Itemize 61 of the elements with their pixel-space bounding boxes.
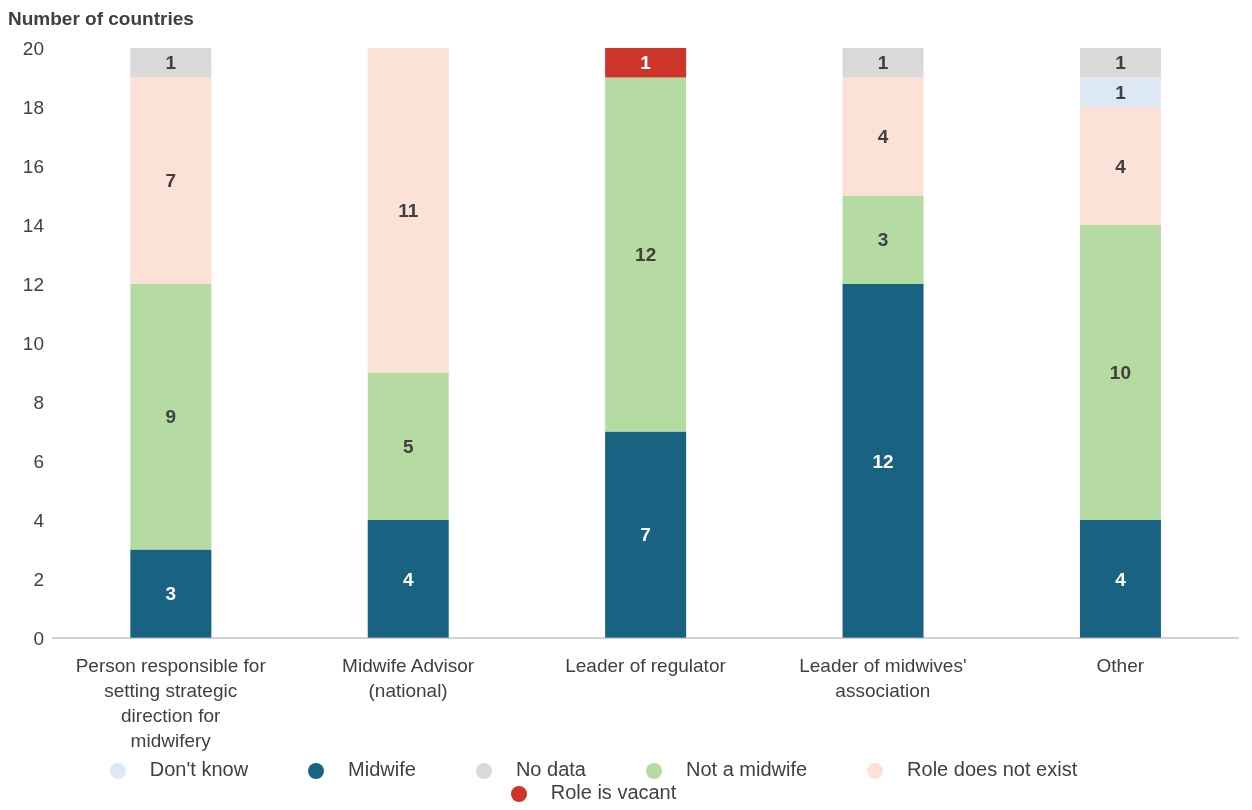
x-tick-label: Other bbox=[1096, 655, 1145, 676]
bar bbox=[842, 284, 924, 638]
x-tick-label: Person responsible for setting strategic direction for midwifery bbox=[75, 655, 267, 751]
bar bbox=[1079, 225, 1161, 520]
bar bbox=[605, 77, 687, 432]
bar bbox=[605, 48, 687, 78]
y-tick-label: 12 bbox=[22, 273, 44, 295]
y-tick-label: 14 bbox=[22, 214, 45, 236]
y-tick-label: 0 bbox=[33, 627, 44, 649]
bar bbox=[605, 431, 687, 638]
legend-label: Not a midwife bbox=[685, 758, 808, 780]
data-label: 12 bbox=[872, 450, 894, 472]
legend-label: No data bbox=[515, 758, 586, 780]
bar bbox=[1079, 48, 1161, 78]
data-label: 1 bbox=[1115, 52, 1127, 74]
legend-label: Role is vacant bbox=[550, 781, 677, 803]
data-label: 4 bbox=[1115, 568, 1127, 590]
y-tick-label: 6 bbox=[33, 450, 44, 472]
y-tick-label: 16 bbox=[22, 155, 44, 177]
y-tick-label: 18 bbox=[22, 96, 44, 118]
x-tick-label: Leader of midwives' association bbox=[799, 655, 967, 701]
y-axis-title: Number of countries bbox=[8, 8, 195, 31]
legend-label: Midwife bbox=[348, 758, 416, 780]
y-tick-label: 20 bbox=[22, 37, 44, 59]
bar bbox=[130, 549, 212, 638]
data-label: 1 bbox=[165, 52, 177, 74]
data-label: 5 bbox=[402, 435, 414, 457]
bar bbox=[842, 48, 924, 78]
x-tick-label: Midwife Advisor (national) bbox=[342, 655, 475, 701]
data-label: 10 bbox=[1109, 362, 1132, 384]
bar bbox=[1079, 107, 1161, 225]
bar bbox=[130, 77, 212, 284]
data-label: 3 bbox=[877, 229, 889, 251]
data-label: 1 bbox=[1115, 82, 1127, 103]
bar bbox=[1079, 520, 1161, 638]
legend-label: Role does not exist bbox=[907, 758, 1078, 780]
data-label: 1 bbox=[877, 52, 889, 74]
data-label: 4 bbox=[877, 126, 889, 148]
bar bbox=[367, 372, 449, 520]
data-label: 12 bbox=[635, 244, 657, 266]
legend-label: Don't know bbox=[149, 758, 249, 780]
bar bbox=[842, 195, 924, 284]
data-label: 4 bbox=[1115, 155, 1127, 177]
data-label: 4 bbox=[402, 568, 414, 590]
bar bbox=[842, 77, 924, 196]
data-label: 7 bbox=[165, 170, 177, 192]
bar bbox=[130, 284, 212, 550]
data-label: 11 bbox=[398, 199, 419, 221]
bar bbox=[367, 520, 449, 638]
y-tick-label: 4 bbox=[33, 509, 45, 531]
x-tick-label: Leader of regulator bbox=[565, 655, 727, 676]
y-tick-label: 10 bbox=[22, 332, 44, 354]
data-label: 3 bbox=[165, 583, 177, 605]
data-label: 7 bbox=[640, 524, 651, 546]
y-tick-label: 2 bbox=[33, 568, 44, 590]
data-label: 9 bbox=[165, 406, 177, 428]
y-tick-label: 8 bbox=[33, 391, 44, 413]
data-label: 1 bbox=[640, 52, 652, 74]
bar bbox=[130, 48, 212, 78]
bar bbox=[1079, 77, 1161, 107]
bar bbox=[367, 48, 449, 373]
